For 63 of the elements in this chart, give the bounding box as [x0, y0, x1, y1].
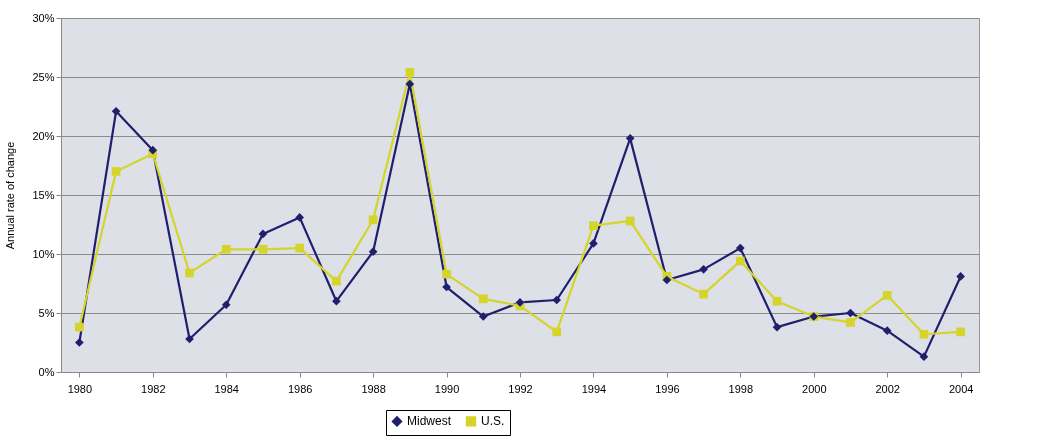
- point: [846, 318, 855, 327]
- x-tick-label: 1982: [141, 382, 166, 395]
- point: [478, 294, 488, 304]
- point: [882, 326, 892, 336]
- point: [111, 106, 121, 116]
- x-tick-label: 1992: [508, 382, 533, 395]
- point: [735, 256, 745, 266]
- point: [919, 329, 929, 339]
- point: [295, 213, 305, 222]
- x-tick-label: 1998: [728, 382, 754, 395]
- point: [589, 221, 598, 231]
- x-tick-label: 1984: [214, 382, 239, 395]
- point: [442, 269, 451, 279]
- x-tick-label: 1988: [361, 382, 386, 395]
- legend-label: U.S.: [481, 414, 505, 429]
- point: [772, 322, 782, 332]
- y-tick-label: 30%: [32, 11, 55, 24]
- y-tick-label: 20%: [32, 129, 55, 142]
- point: [882, 290, 892, 300]
- point: [552, 327, 562, 337]
- y-tick-label: 5%: [38, 306, 55, 319]
- y-tick-label: 10%: [32, 247, 55, 260]
- y-tick-label: 15%: [32, 188, 55, 201]
- point: [332, 296, 341, 306]
- y-tick-label: 0%: [38, 365, 55, 378]
- legend-label: Midwest: [407, 414, 452, 429]
- point: [625, 134, 635, 143]
- point: [772, 296, 782, 306]
- point: [405, 67, 415, 77]
- point: [148, 145, 158, 155]
- point: [552, 295, 562, 305]
- point: [221, 300, 231, 310]
- point: [919, 352, 929, 361]
- point: [75, 322, 84, 332]
- x-tick-label: 1986: [287, 382, 313, 395]
- point: [111, 167, 121, 176]
- point: [662, 275, 672, 285]
- point: [699, 289, 708, 299]
- x-tick-label: 1994: [581, 382, 607, 395]
- point: [368, 215, 378, 225]
- point: [589, 239, 598, 248]
- x-tick-label: 1980: [67, 382, 93, 395]
- point: [956, 327, 965, 337]
- point: [185, 268, 194, 278]
- x-tick-label: 2004: [948, 382, 974, 395]
- point: [75, 338, 84, 347]
- y-axis-title: Annual rate of change: [4, 141, 17, 250]
- point: [478, 312, 488, 321]
- y-tick-label: 25%: [32, 70, 55, 83]
- x-tick-label: 1990: [434, 382, 460, 395]
- point: [956, 272, 965, 281]
- point: [405, 79, 415, 89]
- x-tick-label: 2002: [875, 382, 900, 395]
- point: [221, 244, 231, 254]
- point: [295, 243, 305, 253]
- point: [699, 265, 708, 274]
- point: [735, 243, 745, 253]
- x-tick-label: 1996: [655, 382, 680, 395]
- point: [368, 247, 378, 256]
- point: [258, 229, 268, 239]
- point: [258, 244, 268, 254]
- point: [332, 276, 341, 286]
- x-tick-label: 2000: [802, 382, 827, 395]
